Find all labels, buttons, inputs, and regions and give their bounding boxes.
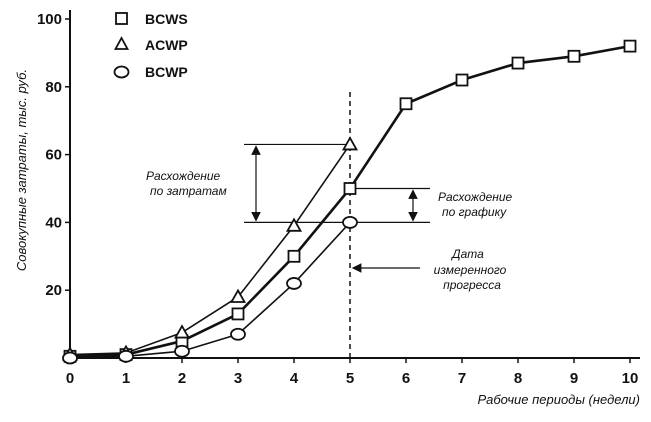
data-point-acwp [173, 324, 191, 339]
schedule-variance-label-line2: по графику [442, 205, 507, 219]
data-point-acwp [285, 217, 303, 232]
x-tick-label: 10 [622, 370, 639, 387]
axis-ticks: 0 1 2 3 4 5 6 7 8 9 10 20 40 60 80 100 [37, 11, 638, 387]
data-point-bcws [287, 249, 301, 263]
data-point-bcwp [342, 215, 358, 229]
data-point-bcws [623, 39, 637, 53]
status-date-label-line1: Дата [450, 247, 484, 261]
data-point-bcwp [118, 349, 134, 363]
status-date-label-line2: измеренного [434, 263, 507, 277]
legend-bcws-label: BCWS [145, 11, 188, 27]
status-date-label-line3: прогресса [443, 278, 501, 292]
schedule-variance-label-line1: Расхождение [438, 190, 513, 204]
x-tick-label: 2 [178, 370, 186, 387]
x-tick-label: 7 [458, 370, 466, 387]
y-tick-label: 100 [37, 11, 62, 28]
data-point-bcws [343, 182, 357, 195]
cost-variance-label-line1: Расхождение [146, 169, 221, 183]
data-point-bcws [567, 49, 581, 63]
x-tick-label: 9 [570, 370, 578, 387]
legend-bcwp-label: BCWP [145, 64, 188, 80]
y-tick-label: 60 [45, 147, 62, 164]
data-point-bcwp [62, 351, 78, 365]
cost-variance-label-line2: по затратам [150, 184, 227, 198]
data-point-bcws [511, 56, 525, 70]
data-point-bcws [455, 73, 469, 87]
x-axis-label: Рабочие периоды (недели) [477, 392, 640, 407]
x-tick-label: 4 [290, 370, 299, 387]
x-tick-label: 0 [66, 370, 74, 387]
x-tick-label: 1 [122, 370, 130, 387]
data-point-acwp [341, 136, 359, 151]
legend-bcwp-circle-icon [113, 65, 130, 79]
data-point-acwp [229, 288, 247, 303]
y-tick-label: 40 [45, 214, 62, 231]
data-point-bcwp [174, 344, 190, 358]
data-point-bcwp [230, 327, 246, 341]
x-tick-label: 5 [346, 370, 354, 387]
legend-acwp-triangle-icon [113, 36, 130, 50]
y-axis-label: Совокупные затраты, тыс. руб. [14, 69, 29, 271]
x-tick-label: 6 [402, 370, 410, 387]
legend-bcws-square-icon [115, 12, 128, 25]
data-point-bcws [231, 307, 245, 321]
y-tick-label: 80 [45, 79, 62, 96]
y-tick-label: 20 [45, 282, 62, 299]
legend-acwp-label: ACWP [145, 37, 188, 53]
data-point-bcws [399, 97, 413, 111]
x-tick-label: 3 [234, 370, 242, 387]
annotations: Расхождение по затратам Расхождение по г… [146, 92, 513, 358]
series-line-bcwp [69, 221, 351, 359]
series-line-acwp [69, 143, 351, 356]
legend: BCWS ACWP BCWP [113, 11, 188, 80]
x-tick-label: 8 [514, 370, 522, 387]
data-point-bcwp [286, 277, 302, 290]
data-series [61, 39, 637, 365]
